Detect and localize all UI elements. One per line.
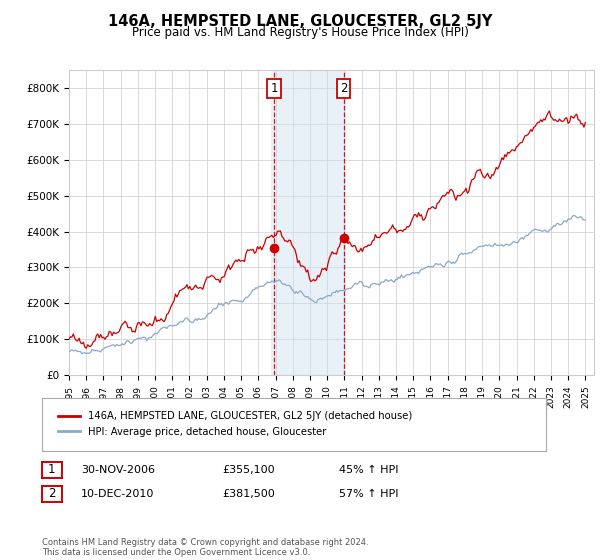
- Text: £355,100: £355,100: [222, 465, 275, 475]
- Legend: 146A, HEMPSTED LANE, GLOUCESTER, GL2 5JY (detached house), HPI: Average price, d: 146A, HEMPSTED LANE, GLOUCESTER, GL2 5JY…: [52, 405, 418, 443]
- Text: Price paid vs. HM Land Registry's House Price Index (HPI): Price paid vs. HM Land Registry's House …: [131, 26, 469, 39]
- Text: 2: 2: [48, 487, 56, 501]
- Text: 10-DEC-2010: 10-DEC-2010: [81, 489, 154, 499]
- Text: Contains HM Land Registry data © Crown copyright and database right 2024.
This d: Contains HM Land Registry data © Crown c…: [42, 538, 368, 557]
- Text: 2: 2: [340, 82, 347, 95]
- Text: 146A, HEMPSTED LANE, GLOUCESTER, GL2 5JY: 146A, HEMPSTED LANE, GLOUCESTER, GL2 5JY: [108, 14, 492, 29]
- Text: 1: 1: [48, 463, 56, 477]
- Text: 45% ↑ HPI: 45% ↑ HPI: [339, 465, 398, 475]
- Bar: [271, 70, 346, 375]
- Text: 57% ↑ HPI: 57% ↑ HPI: [339, 489, 398, 499]
- Text: 30-NOV-2006: 30-NOV-2006: [81, 465, 155, 475]
- Text: £381,500: £381,500: [222, 489, 275, 499]
- Text: 1: 1: [271, 82, 278, 95]
